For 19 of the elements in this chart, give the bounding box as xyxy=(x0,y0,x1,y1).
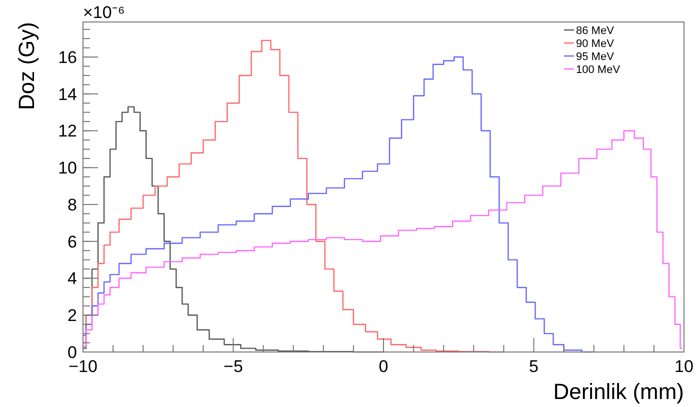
y-tick-label: 14 xyxy=(58,84,77,104)
y-tick-label: 12 xyxy=(58,122,77,141)
x-tick-label: 5 xyxy=(529,357,538,376)
y-tick-label: 6 xyxy=(68,232,77,252)
x-tick-label: 0 xyxy=(378,357,388,376)
x-tick-label: 10 xyxy=(674,357,694,376)
y-tick-label: 10 xyxy=(58,158,77,178)
y-axis-title: Doz (Gy) xyxy=(14,22,39,110)
y-tick-label: 8 xyxy=(68,195,77,214)
y-tick-label: 16 xyxy=(58,48,77,67)
x-tick-label: −5 xyxy=(224,357,243,376)
legend-label: 100 MeV xyxy=(576,64,621,76)
y-tick-label: 2 xyxy=(68,306,77,326)
y-tick-label: 4 xyxy=(68,269,77,288)
legend-label: 90 MeV xyxy=(576,38,615,50)
legend-label: 95 MeV xyxy=(576,50,615,63)
legend-label: 86 MeV xyxy=(576,24,615,37)
x-axis-title: Derinlik (mm) xyxy=(553,379,684,404)
text: ×10⁻⁶ xyxy=(83,3,125,22)
